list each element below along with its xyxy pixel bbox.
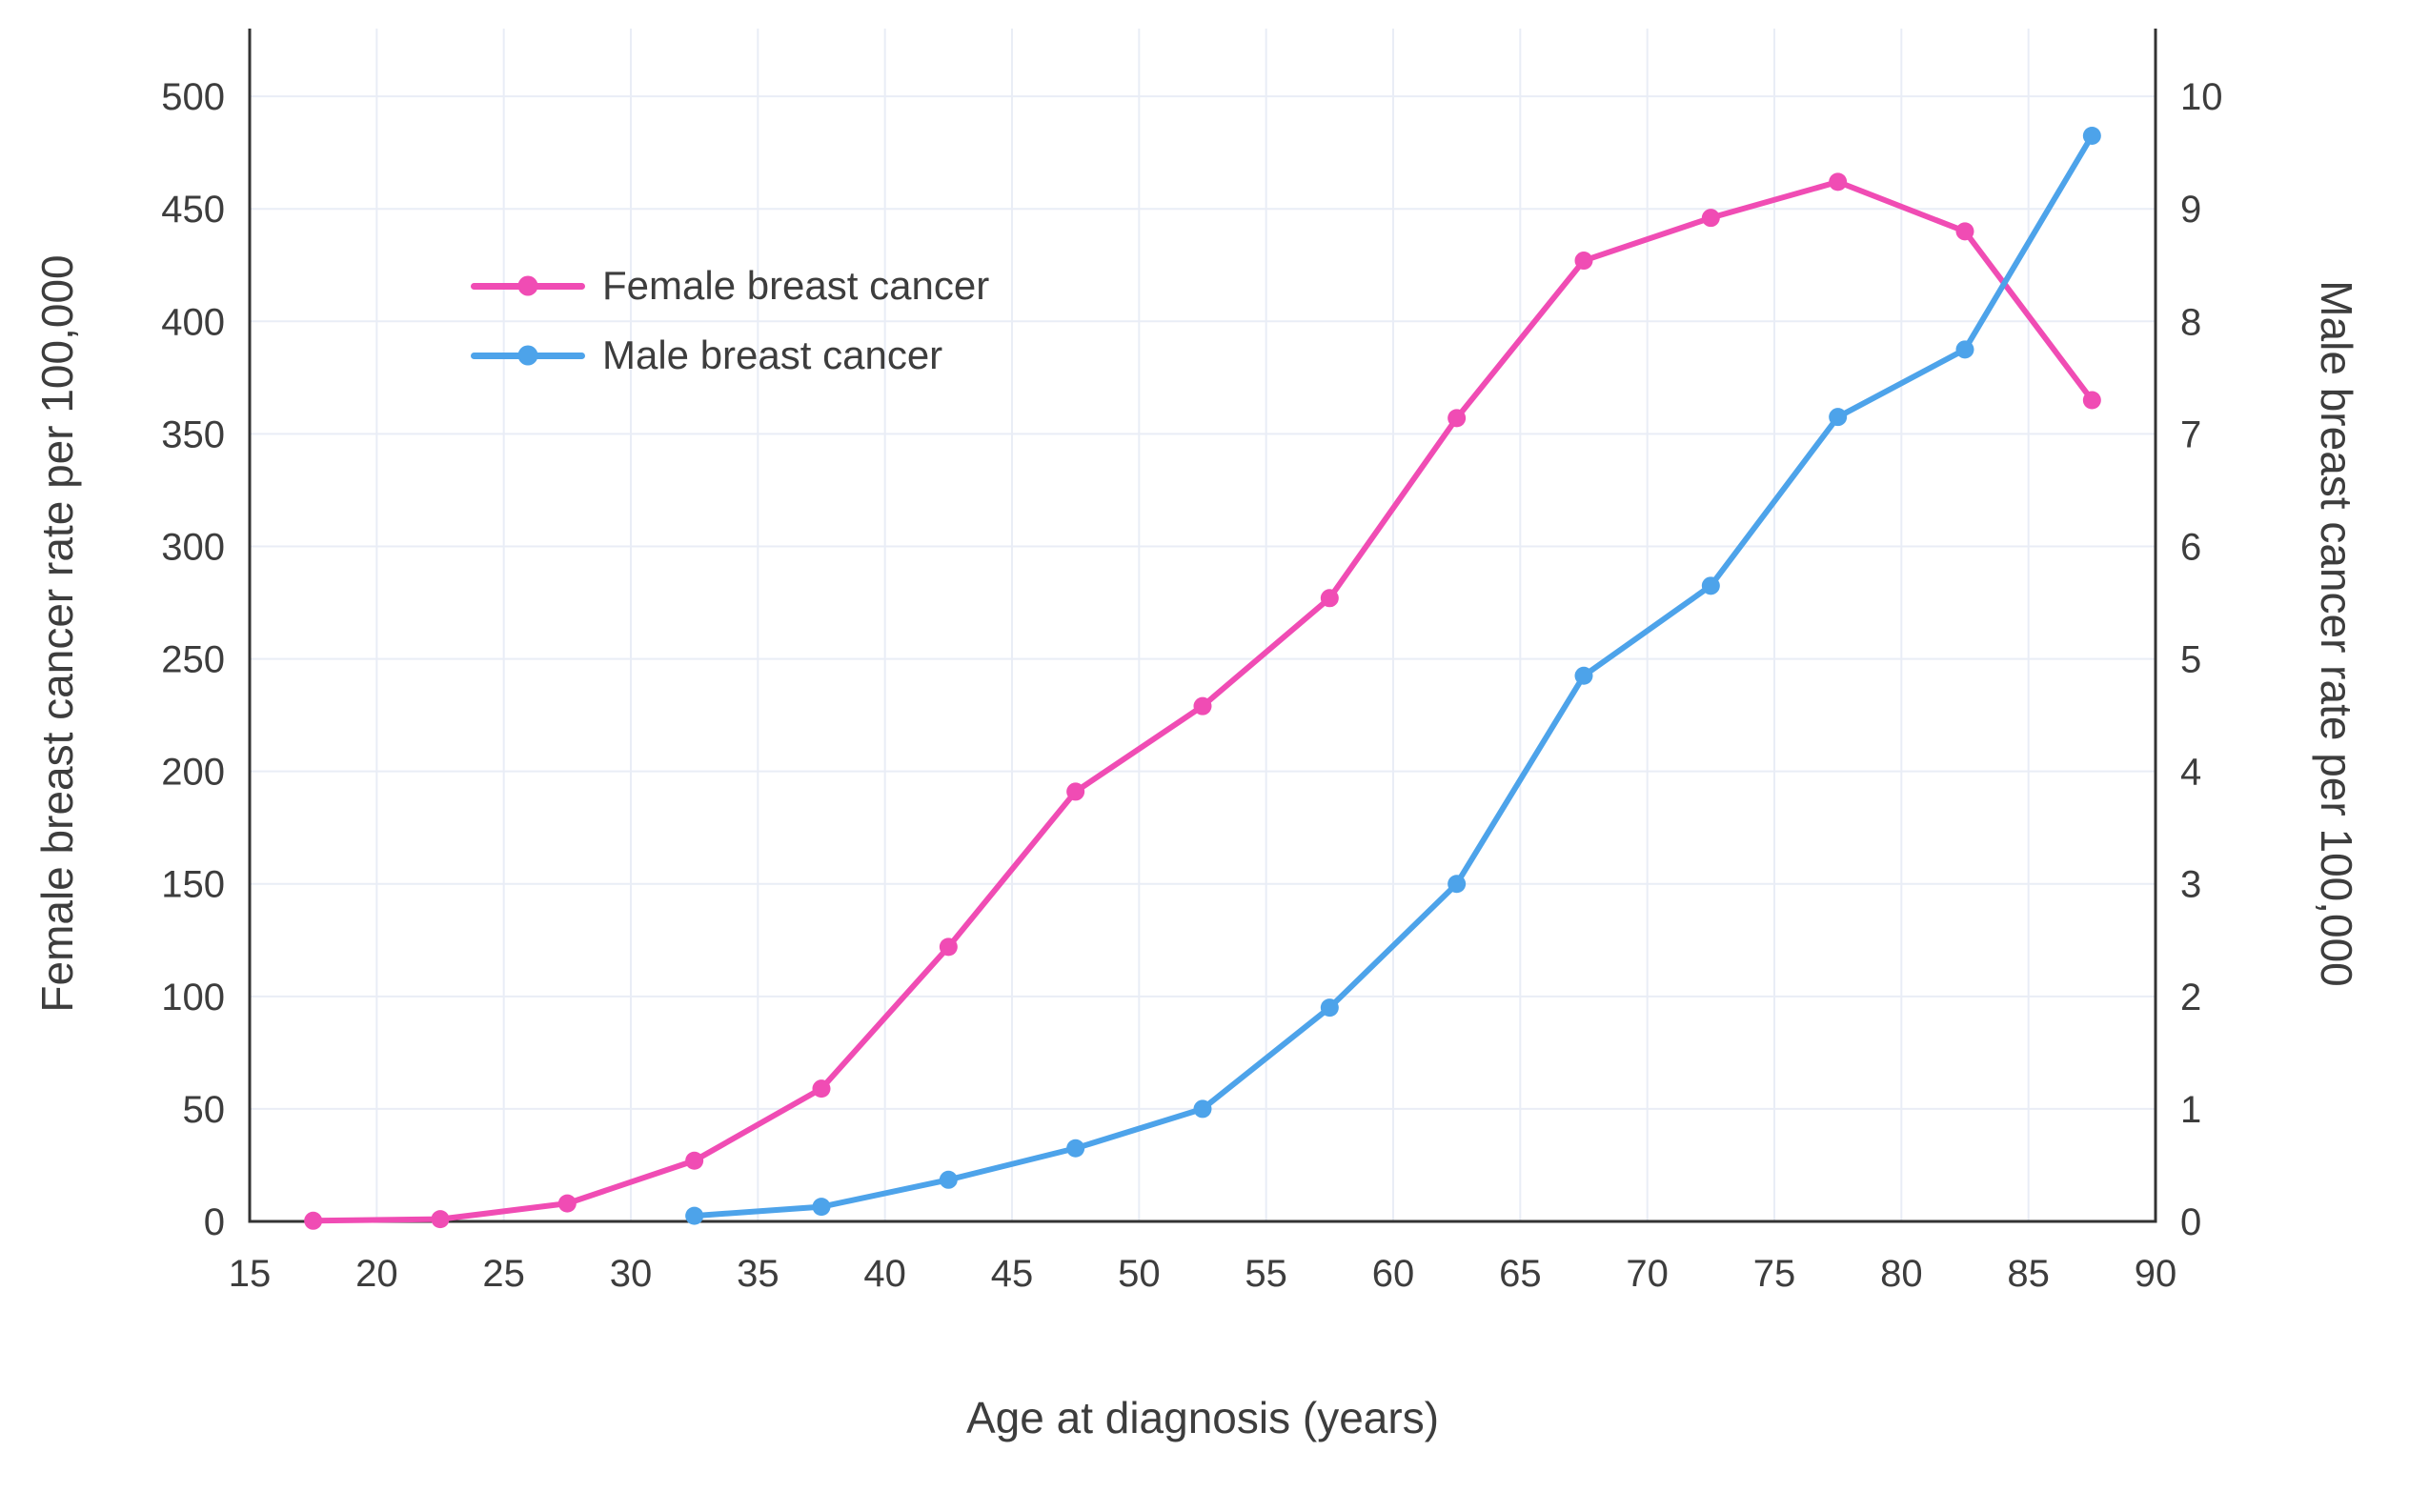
x-tick-label: 30: [610, 1253, 653, 1295]
y-left-tick-labels: 0 50 100 150 200 250 300 350 400 450 500: [161, 76, 225, 1243]
y-right-tick-label: 9: [2180, 189, 2201, 231]
y-left-tick-label: 300: [161, 526, 225, 568]
legend-label-male: Male breast cancer: [602, 333, 943, 377]
x-tick-label: 65: [1499, 1253, 1542, 1295]
legend-item-male: Male breast cancer: [471, 333, 989, 378]
y-left-tick-label: 200: [161, 752, 225, 794]
female-data-point: [1574, 252, 1593, 271]
legend-marker-female-icon: [517, 275, 538, 296]
male-data-point: [685, 1206, 704, 1225]
x-tick-label: 70: [1626, 1253, 1669, 1295]
x-tick-label: 85: [2007, 1253, 2050, 1295]
male-data-point: [1574, 666, 1593, 685]
male-data-point: [1066, 1139, 1085, 1158]
y-left-tick-label: 500: [161, 76, 225, 118]
legend-item-female: Female breast cancer: [471, 263, 989, 309]
female-data-point: [1066, 782, 1085, 801]
y-right-tick-label: 8: [2180, 301, 2201, 343]
y-left-tick-label: 450: [161, 189, 225, 231]
x-tick-label: 25: [482, 1253, 525, 1295]
y-left-tick-label: 100: [161, 977, 225, 1018]
female-data-point: [431, 1210, 450, 1229]
y-right-tick-label: 6: [2180, 526, 2201, 568]
y-right-tick-label: 1: [2180, 1089, 2201, 1131]
x-tick-label: 40: [863, 1253, 906, 1295]
x-tick-label: 55: [1245, 1253, 1287, 1295]
male-data-point: [1955, 340, 1974, 359]
legend-swatch-female: [471, 275, 585, 296]
female-data-point: [1829, 172, 1848, 192]
x-tick-label: 75: [1753, 1253, 1796, 1295]
female-data-point: [1701, 209, 1720, 228]
legend-swatch-male: [471, 345, 585, 366]
female-data-point: [1193, 696, 1212, 716]
male-data-point: [1193, 1099, 1212, 1119]
male-data-point: [1701, 576, 1720, 595]
y-right-tick-label: 2: [2180, 977, 2201, 1018]
gridlines: [250, 29, 2156, 1221]
female-data-point: [939, 937, 958, 957]
y-left-tick-label: 350: [161, 413, 225, 455]
female-data-point: [304, 1211, 323, 1230]
y-left-tick-label: 150: [161, 864, 225, 906]
y-right-tick-label: 7: [2180, 413, 2201, 455]
male-data-point: [939, 1170, 958, 1189]
y-axis-title-right: Male breast cancer rate per 100,000: [2312, 280, 2361, 987]
x-tick-label: 45: [991, 1253, 1034, 1295]
y-right-tick-label: 0: [2180, 1201, 2201, 1243]
legend: Female breast cancer Male breast cancer: [471, 263, 989, 378]
female-data-point: [1447, 409, 1467, 428]
male-data-point: [1447, 875, 1467, 894]
y-right-tick-label: 3: [2180, 864, 2201, 906]
x-tick-labels: 15 20 25 30 35 40 45 50 55 60 65 70 75 80 85 90: [229, 1253, 2177, 1295]
x-tick-label: 50: [1118, 1253, 1161, 1295]
axis-spines: [248, 29, 2157, 1223]
female-data-point: [1320, 589, 1339, 608]
female-data-point: [2082, 391, 2101, 410]
y-axis-title-left: Female breast cancer rate per 100,000: [32, 254, 82, 1013]
x-tick-label: 90: [2135, 1253, 2177, 1295]
y-left-tick-label: 50: [183, 1089, 226, 1131]
male-series-line: [691, 132, 2095, 1220]
legend-marker-male-icon: [517, 345, 538, 366]
female-data-point: [1955, 222, 1974, 241]
male-data-point: [1829, 408, 1848, 427]
y-left-tick-label: 250: [161, 639, 225, 681]
y-right-tick-label: 5: [2180, 639, 2201, 681]
x-tick-label: 15: [229, 1253, 272, 1295]
x-tick-label: 35: [737, 1253, 779, 1295]
y-left-tick-label: 0: [204, 1201, 225, 1243]
female-data-point: [557, 1194, 577, 1213]
x-axis-title: Age at diagnosis (years): [965, 1393, 1440, 1442]
legend-label-female: Female breast cancer: [602, 263, 990, 308]
y-right-tick-labels: 0 1 2 3 4 5 6 7 8 9 10: [2180, 76, 2223, 1243]
male-data-point: [1320, 998, 1339, 1018]
male-data-point: [812, 1198, 831, 1217]
female-data-point: [812, 1079, 831, 1099]
y-left-tick-label: 400: [161, 301, 225, 343]
y-right-tick-label: 10: [2180, 76, 2223, 118]
x-tick-label: 80: [1880, 1253, 1923, 1295]
x-tick-label: 20: [355, 1253, 398, 1295]
y-right-tick-label: 4: [2180, 752, 2201, 794]
x-tick-label: 60: [1372, 1253, 1415, 1295]
female-data-point: [685, 1151, 704, 1170]
male-data-point: [2082, 126, 2101, 145]
